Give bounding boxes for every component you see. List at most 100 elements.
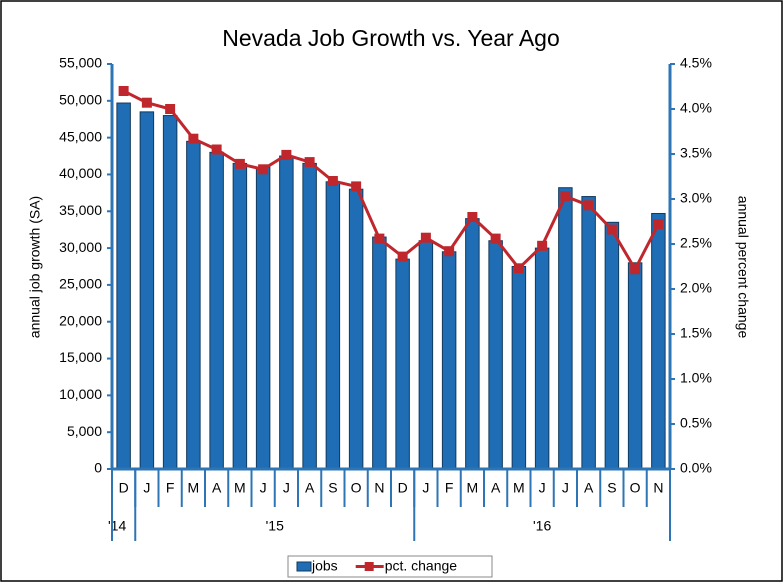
bar — [372, 236, 387, 470]
bar — [139, 111, 155, 470]
bar — [581, 196, 596, 470]
marker — [537, 240, 548, 251]
bar — [627, 262, 643, 470]
marker — [118, 86, 129, 96]
x-tick-label: A — [584, 480, 594, 496]
marker — [606, 224, 617, 235]
y2-axis-label: annual percent change — [735, 196, 751, 339]
x-tick-label: M — [234, 480, 246, 496]
legend-frame — [287, 555, 493, 578]
marker — [141, 97, 152, 108]
y2-tick-label: 1.0% — [680, 370, 712, 386]
y-axis-label: annual job growth (SA) — [27, 196, 43, 338]
y-tick-label: 20,000 — [59, 312, 102, 328]
marker — [211, 144, 222, 155]
x-tick-label: J — [562, 480, 569, 496]
bar — [302, 162, 317, 470]
x-tick-label: D — [119, 480, 129, 496]
x-tick-label: M — [467, 480, 479, 496]
bar — [488, 240, 503, 470]
y2-tick-label: 3.0% — [680, 190, 712, 206]
y-tick-label: 30,000 — [59, 239, 102, 255]
bar — [279, 155, 294, 470]
y2-tick-label: 2.0% — [680, 280, 712, 296]
y-tick-label: 45,000 — [59, 128, 102, 144]
bar — [116, 102, 131, 470]
x-tick-label: N — [653, 480, 663, 496]
marker — [351, 181, 362, 192]
marker — [397, 251, 408, 262]
marker — [513, 263, 524, 274]
bar — [348, 188, 364, 470]
marker — [188, 133, 199, 144]
year-label: '16 — [533, 518, 551, 534]
marker — [467, 212, 478, 222]
bar — [325, 181, 341, 470]
marker — [304, 157, 315, 168]
y2-tick-label: 0.0% — [680, 460, 712, 476]
x-tick-label: O — [351, 480, 362, 496]
marker — [374, 233, 385, 244]
x-tick-label: N — [374, 480, 384, 496]
y-tick-label: 55,000 — [59, 55, 102, 71]
y2-tick-label: 1.5% — [680, 325, 712, 341]
marker — [653, 219, 664, 230]
marker — [583, 200, 594, 211]
legend-swatch — [364, 562, 374, 571]
bar — [186, 140, 201, 470]
x-tick-label: O — [630, 480, 641, 496]
x-tick-label: D — [398, 480, 408, 496]
x-tick-label: J — [539, 480, 546, 496]
x-tick-label: A — [212, 480, 222, 496]
y2-tick-label: 0.5% — [680, 415, 712, 431]
year-label: '15 — [266, 518, 284, 534]
bar — [395, 258, 410, 470]
y-tick-label: 25,000 — [59, 276, 102, 292]
x-tick-label: M — [513, 480, 525, 496]
marker — [490, 233, 501, 244]
y2-tick-label: 4.0% — [680, 100, 712, 116]
y-tick-label: 0 — [94, 460, 102, 476]
y-tick-label: 40,000 — [59, 165, 102, 181]
marker — [630, 264, 641, 275]
marker — [281, 149, 292, 160]
bar — [465, 218, 480, 470]
y2-tick-label: 2.5% — [680, 235, 712, 251]
legend-label: jobs — [311, 558, 338, 574]
x-tick-label: J — [422, 480, 429, 496]
y2-tick-label: 4.5% — [680, 55, 712, 71]
y-tick-label: 5,000 — [67, 423, 102, 439]
legend-label: pct. change — [385, 558, 458, 574]
y-tick-label: 15,000 — [59, 349, 102, 365]
bar — [558, 187, 573, 470]
x-tick-label: S — [607, 480, 616, 496]
x-tick-label: M — [188, 480, 200, 496]
year-label: '14 — [108, 518, 126, 534]
bar — [255, 166, 271, 470]
legend: jobs pct. change — [287, 555, 493, 578]
bar — [441, 251, 457, 470]
bar — [162, 115, 178, 470]
bar — [534, 247, 550, 470]
x-tick-label: A — [491, 480, 501, 496]
bar — [232, 162, 248, 470]
x-tick-label: A — [305, 480, 315, 496]
x-tick-label: J — [260, 480, 267, 496]
x-tick-label: F — [166, 480, 175, 496]
x-tick-label: J — [143, 480, 150, 496]
bar — [209, 151, 224, 470]
bar — [651, 212, 666, 470]
x-tick-label: S — [328, 480, 337, 496]
y2-tick-label: 3.5% — [680, 145, 712, 161]
marker — [165, 104, 176, 114]
y-tick-label: 35,000 — [59, 202, 102, 218]
marker — [327, 176, 338, 186]
bar — [604, 221, 620, 470]
x-tick-label: F — [445, 480, 454, 496]
marker — [444, 246, 455, 257]
y-tick-label: 10,000 — [59, 386, 102, 402]
y-tick-label: 50,000 — [59, 92, 102, 108]
marker — [258, 164, 269, 175]
x-tick-label: J — [283, 480, 290, 496]
